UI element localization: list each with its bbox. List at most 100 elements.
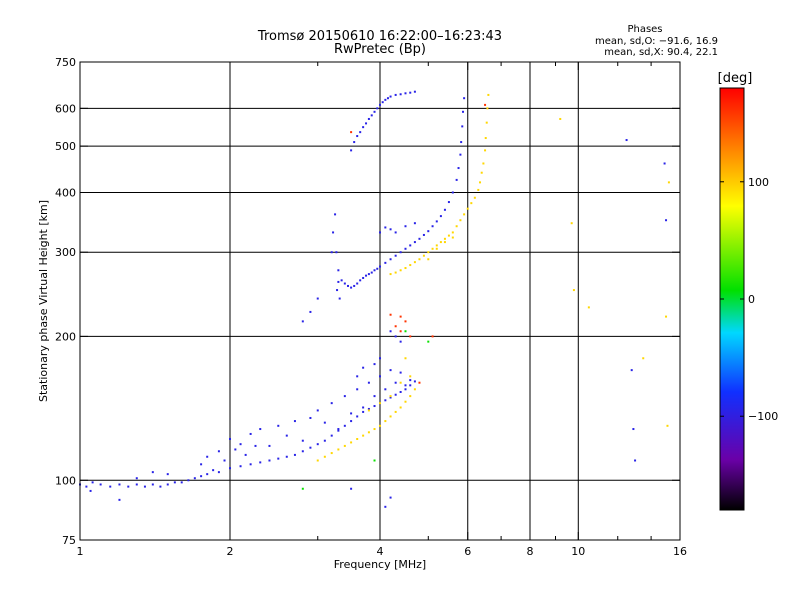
data-point bbox=[277, 457, 280, 460]
data-point bbox=[642, 357, 645, 360]
data-point bbox=[293, 420, 296, 423]
data-point bbox=[359, 131, 362, 134]
colorbar-ticks: −100 0 100 bbox=[720, 176, 778, 423]
data-point bbox=[362, 276, 365, 279]
data-point bbox=[135, 483, 138, 486]
data-point bbox=[335, 251, 338, 254]
data-point bbox=[373, 110, 376, 113]
x-axis-label: Frequency [MHz] bbox=[334, 558, 426, 571]
data-point bbox=[330, 251, 333, 254]
data-point bbox=[362, 126, 365, 129]
data-point bbox=[99, 483, 102, 486]
data-point bbox=[460, 141, 463, 144]
data-point bbox=[399, 315, 402, 318]
data-point bbox=[350, 286, 353, 289]
data-point bbox=[239, 465, 242, 468]
data-point bbox=[370, 114, 373, 117]
data-point bbox=[277, 424, 280, 427]
data-point bbox=[379, 103, 381, 106]
data-point bbox=[356, 135, 359, 138]
data-point bbox=[365, 122, 368, 125]
data-point bbox=[404, 320, 407, 323]
data-point bbox=[330, 434, 333, 437]
data-point bbox=[587, 306, 590, 309]
y-tick-label: 300 bbox=[55, 246, 76, 259]
data-point bbox=[482, 162, 485, 165]
data-point bbox=[384, 98, 387, 101]
data-point bbox=[109, 485, 112, 488]
data-point bbox=[336, 289, 339, 292]
data-point bbox=[570, 222, 573, 225]
data-point bbox=[443, 208, 446, 211]
data-point bbox=[384, 388, 387, 391]
data-point bbox=[422, 233, 425, 236]
data-point bbox=[394, 93, 397, 96]
data-point bbox=[422, 254, 425, 257]
data-point bbox=[457, 167, 460, 170]
data-point bbox=[337, 269, 340, 272]
data-point bbox=[381, 101, 384, 104]
data-point bbox=[389, 228, 392, 231]
data-point bbox=[463, 97, 466, 100]
data-point bbox=[394, 325, 397, 328]
data-point bbox=[413, 388, 416, 391]
data-point bbox=[427, 340, 430, 343]
data-point bbox=[91, 481, 94, 484]
data-point bbox=[413, 380, 416, 383]
y-tick-label: 200 bbox=[55, 330, 76, 343]
data-point bbox=[409, 375, 412, 378]
data-point bbox=[316, 409, 319, 412]
data-point bbox=[337, 429, 340, 432]
y-tick-label: 500 bbox=[55, 140, 76, 153]
data-point bbox=[455, 178, 458, 181]
data-point bbox=[118, 498, 121, 501]
data-point bbox=[443, 237, 446, 240]
grid-lines bbox=[80, 62, 680, 540]
data-point bbox=[409, 384, 412, 387]
data-point bbox=[439, 241, 442, 244]
data-point bbox=[394, 335, 397, 338]
stats-line-x: mean, sd,X: 90.4, 22.1 bbox=[604, 47, 718, 58]
data-point bbox=[435, 247, 438, 250]
data-point bbox=[399, 93, 402, 96]
data-point bbox=[301, 320, 304, 323]
data-point bbox=[559, 117, 562, 120]
data-point bbox=[413, 222, 416, 225]
data-point bbox=[409, 264, 412, 267]
data-point bbox=[455, 225, 458, 228]
data-point bbox=[404, 400, 407, 403]
data-point bbox=[127, 485, 130, 488]
data-point bbox=[229, 467, 231, 470]
data-point bbox=[663, 162, 666, 165]
data-point bbox=[418, 237, 421, 240]
data-point bbox=[217, 471, 220, 474]
data-point bbox=[479, 181, 482, 184]
data-point bbox=[234, 448, 237, 451]
data-point bbox=[367, 273, 370, 276]
data-point bbox=[435, 220, 438, 223]
data-point bbox=[343, 395, 346, 398]
data-point bbox=[409, 335, 412, 338]
data-point bbox=[159, 485, 162, 488]
x-tick-label: 2 bbox=[227, 545, 234, 558]
data-point bbox=[404, 384, 407, 387]
data-point bbox=[394, 271, 397, 274]
data-point bbox=[367, 431, 370, 434]
data-point bbox=[667, 181, 670, 184]
data-point bbox=[249, 463, 252, 466]
data-point bbox=[404, 247, 407, 250]
data-point bbox=[384, 261, 387, 264]
data-point bbox=[439, 215, 442, 218]
data-point bbox=[484, 149, 487, 152]
data-point bbox=[293, 453, 296, 456]
data-point bbox=[389, 330, 392, 333]
data-point bbox=[394, 254, 397, 257]
data-point bbox=[379, 402, 381, 405]
x-tick-label: 16 bbox=[673, 545, 687, 558]
data-point bbox=[399, 390, 402, 393]
x-tick-label: 10 bbox=[571, 545, 585, 558]
data-point bbox=[323, 421, 326, 424]
data-point bbox=[337, 448, 340, 451]
data-point bbox=[376, 107, 379, 110]
data-point bbox=[473, 196, 476, 199]
